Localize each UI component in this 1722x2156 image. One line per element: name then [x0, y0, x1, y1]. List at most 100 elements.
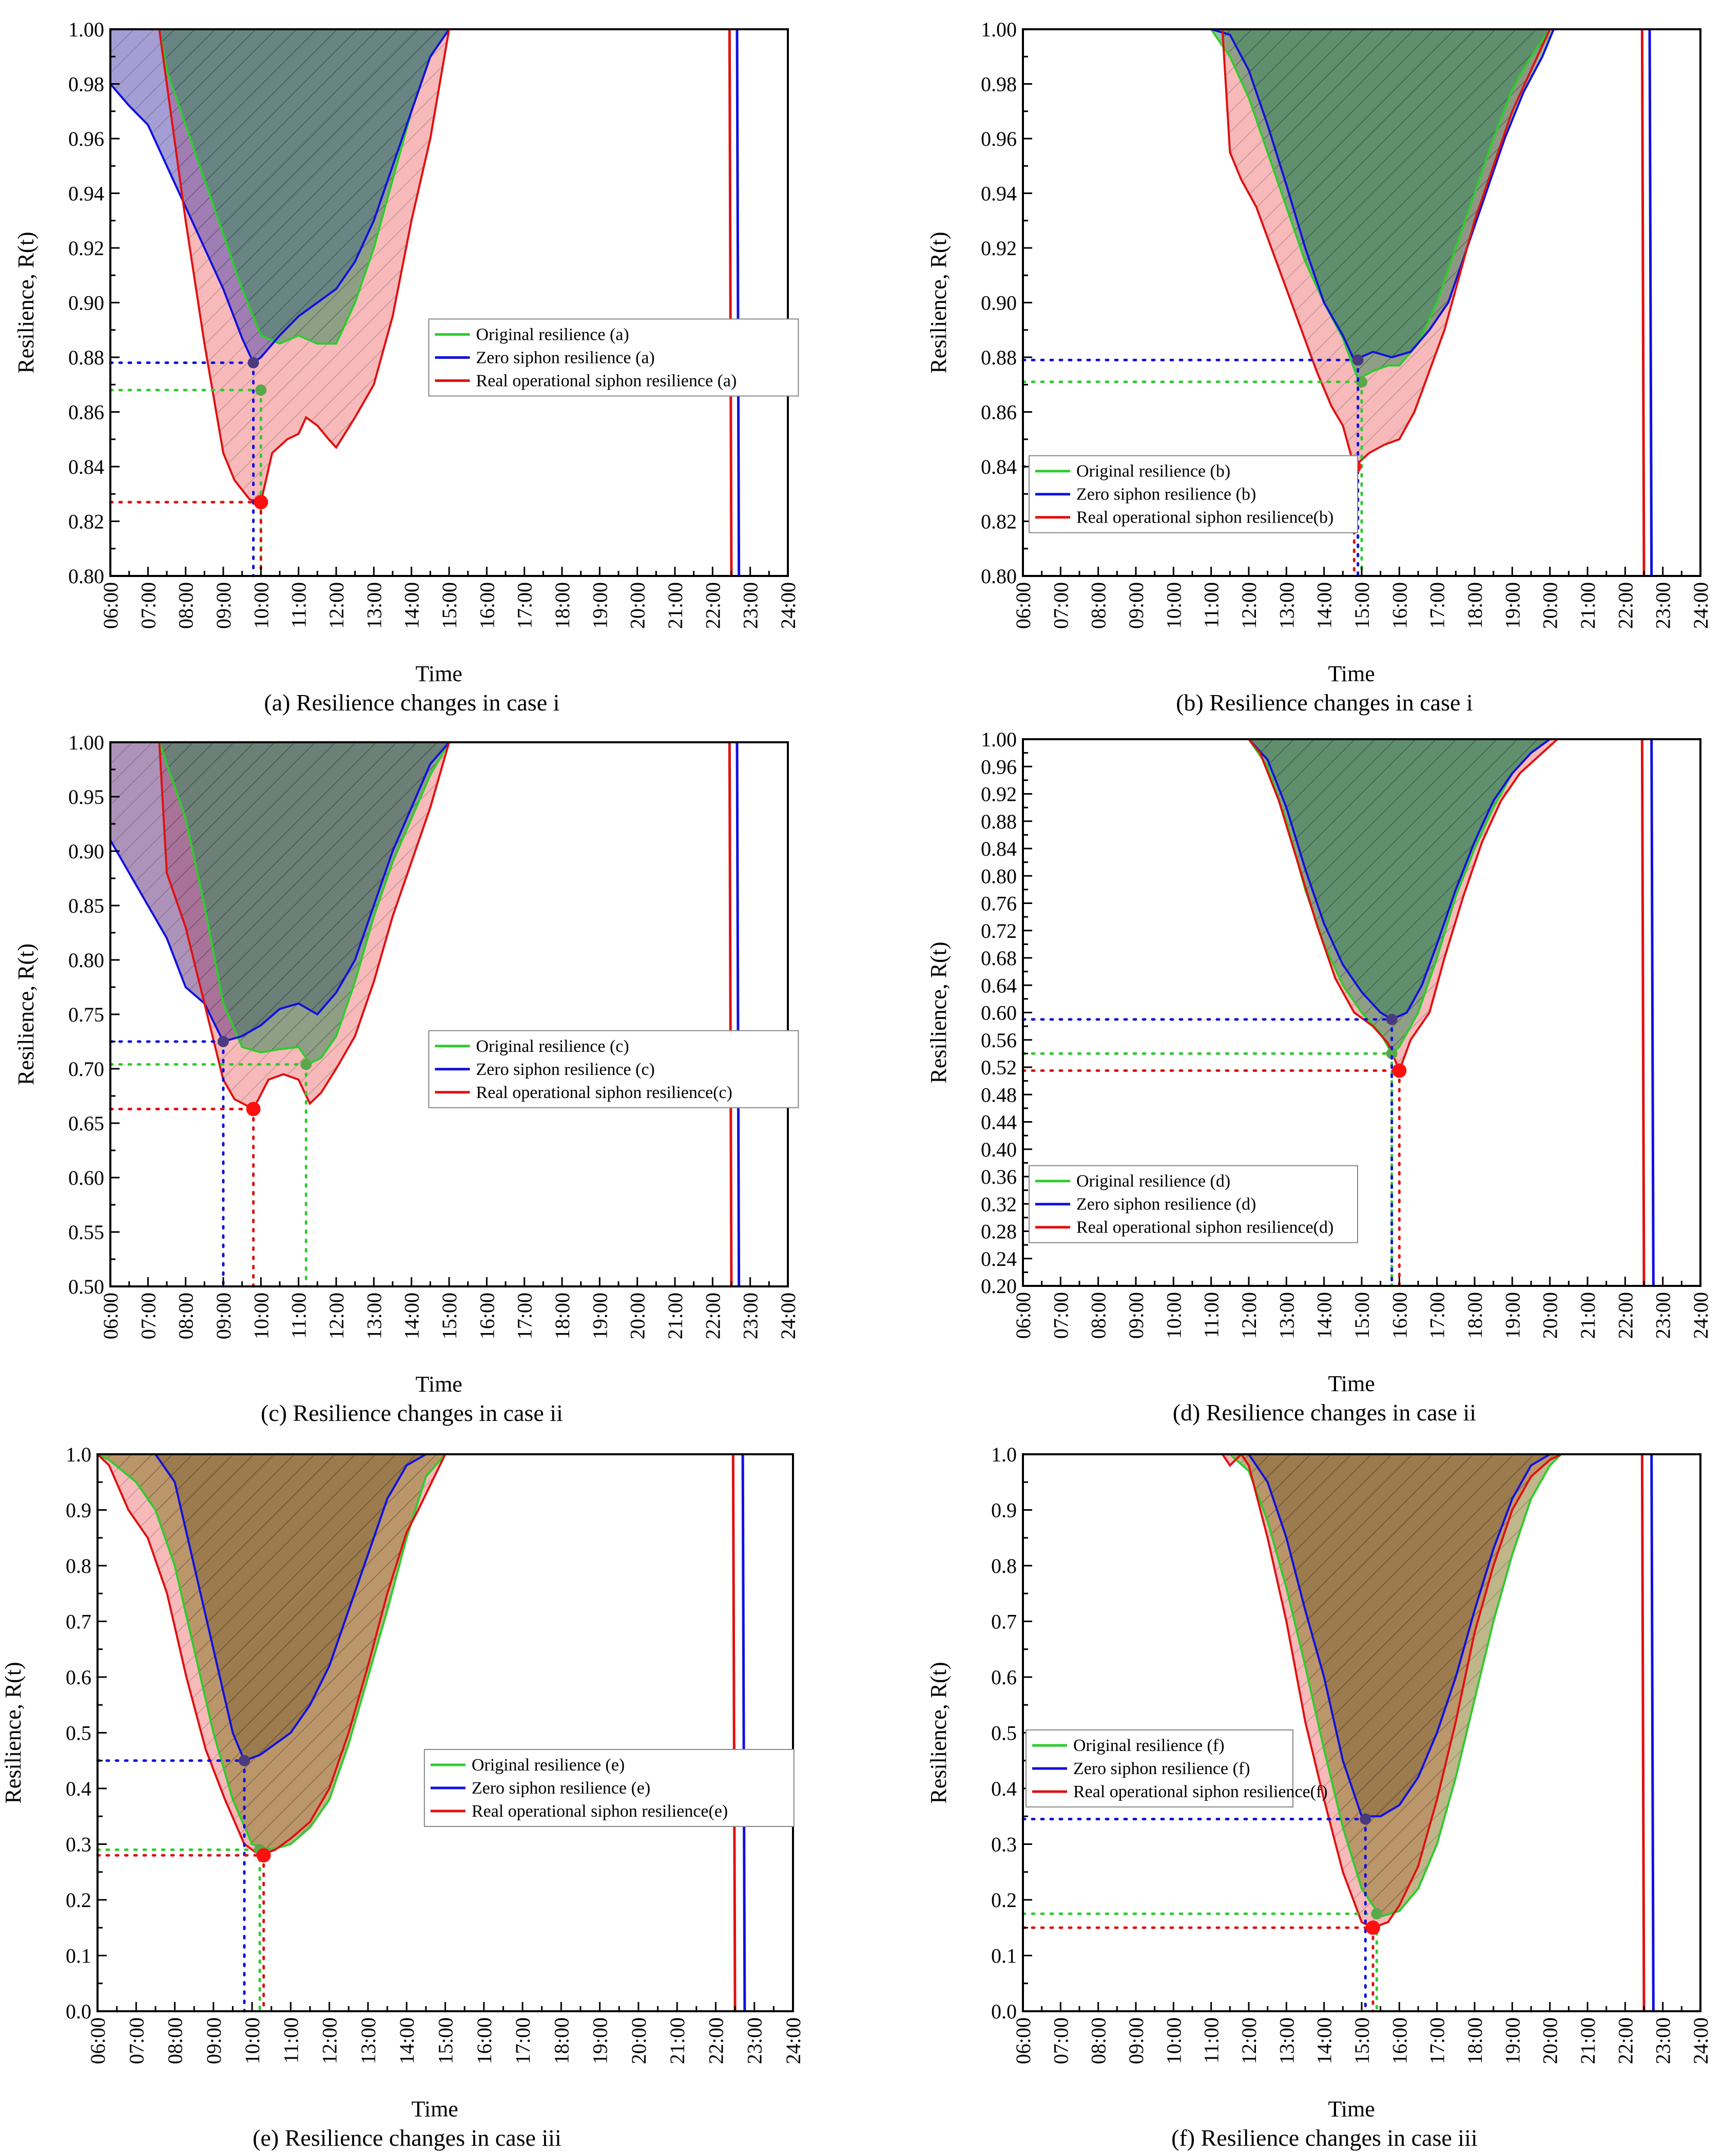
- chart-panel-d: 0.20 0.24 0.28 0.32 0.36 0.40 0.44 0.48 0.52 0.56…: [926, 728, 1712, 1426]
- x-tick-label: 17:00: [513, 1293, 536, 1339]
- y-tick-label: 0.70: [68, 1057, 104, 1081]
- x-tick-label: 09:00: [202, 2017, 225, 2064]
- plot-area: [110, 29, 788, 576]
- chart-caption: (c) Resilience changes in case ii: [261, 1400, 563, 1426]
- y-tick-label: 0.84: [68, 455, 104, 478]
- legend-label-0: Original resilience (f): [1073, 1736, 1225, 1755]
- x-tick-label: 19:00: [588, 582, 611, 629]
- plot-area: [110, 742, 788, 1286]
- drop-line-1: [741, 1454, 746, 2011]
- x-tick-label: 23:00: [739, 1293, 762, 1339]
- y-tick-label: 0.9: [991, 1499, 1017, 1522]
- y-axis-title: Resilience, R(t): [13, 944, 38, 1085]
- y-tick-label: 0.9: [66, 1499, 91, 1522]
- y-tick-label: 1.0: [991, 1443, 1017, 1466]
- y-tick-label: 0.94: [68, 182, 104, 205]
- y-axis-title: Resilience, R(t): [926, 1662, 951, 1803]
- legend-box: [428, 1030, 799, 1108]
- y-tick-label: 0.0: [66, 2000, 91, 2023]
- x-tick-label: 15:00: [1350, 582, 1373, 629]
- chart-caption: (d) Resilience changes in case ii: [1173, 1399, 1476, 1426]
- x-tick-label: 10:00: [249, 1293, 273, 1339]
- y-tick-label: 0.6: [66, 1666, 91, 1689]
- x-tick-label: 07:00: [1049, 582, 1072, 629]
- legend-label-1: Zero siphon resilience (b): [1076, 485, 1256, 504]
- y-tick-label: 0.92: [68, 237, 104, 260]
- legend: Original resilience (c) Zero siphon resil…: [428, 1030, 799, 1108]
- x-axis-title: Time: [1328, 661, 1375, 686]
- x-tick-label: 17:00: [513, 582, 536, 629]
- x-tick-label: 14:00: [1313, 1292, 1336, 1339]
- min-point-1: [218, 1036, 229, 1047]
- x-tick-label: 17:00: [1426, 2017, 1449, 2064]
- drop-line-1: [736, 742, 741, 1286]
- series-line-0: [98, 1454, 793, 1851]
- y-tick-label: 0.36: [981, 1165, 1017, 1188]
- legend: Original resilience (b) Zero siphon resil…: [1029, 455, 1358, 533]
- x-tick-label: 06:00: [1012, 1292, 1035, 1339]
- x-tick-label: 10:00: [241, 2017, 264, 2064]
- x-tick-label: 18:00: [551, 582, 574, 629]
- x-tick-label: 23:00: [1652, 2017, 1675, 2064]
- legend: Original resilience (a) Zero siphon resil…: [428, 318, 799, 397]
- legend-box: [1029, 455, 1358, 533]
- y-tick-label: 1.00: [981, 18, 1017, 41]
- chart-panel-b: 0.80 0.82 0.84 0.86 0.88 0.90 0.92 0.94 0.96 0.98…: [926, 18, 1712, 716]
- y-tick-label: 0.80: [68, 949, 104, 972]
- y-tick-label: 0.68: [981, 947, 1017, 970]
- x-tick-label: 21:00: [664, 582, 687, 629]
- x-tick-label: 24:00: [777, 582, 800, 629]
- legend-label-1: Zero siphon resilience (c): [476, 1060, 654, 1079]
- y-tick-label: 0.90: [68, 840, 104, 863]
- area-hatch-0: [1023, 29, 1700, 379]
- y-tick-label: 0.96: [68, 127, 104, 150]
- x-tick-label: 06:00: [1012, 2017, 1035, 2064]
- x-tick-label: 21:00: [666, 2017, 689, 2064]
- x-tick-label: 22:00: [701, 1293, 724, 1339]
- y-tick-label: 0.8: [66, 1554, 91, 1577]
- x-tick-label: 18:00: [1463, 582, 1486, 629]
- x-tick-label: 22:00: [1614, 582, 1637, 629]
- x-tick-label: 07:00: [1049, 1292, 1072, 1339]
- x-tick-label: 20:00: [1539, 2017, 1562, 2064]
- min-point-1: [239, 1755, 250, 1766]
- x-tick-label: 11:00: [287, 1293, 311, 1339]
- x-tick-label: 10:00: [249, 582, 273, 629]
- x-tick-label: 15:00: [1350, 2017, 1373, 2064]
- x-tick-label: 15:00: [434, 2017, 457, 2064]
- x-tick-label: 10:00: [1162, 582, 1185, 629]
- y-tick-label: 0.76: [981, 892, 1017, 915]
- x-tick-label: 07:00: [1049, 2017, 1072, 2064]
- x-tick-label: 09:00: [212, 582, 235, 629]
- legend: Original resilience (e) Zero siphon resil…: [423, 1749, 795, 1827]
- chart-panel-f: 0.0 0.1 0.2 0.3 0.4 0.5 0.6 0.7 0.8 0.9 1.0 06:00 07…: [926, 1443, 1712, 2151]
- drop-line-1: [1650, 1454, 1655, 2011]
- x-tick-label: 06:00: [86, 2017, 109, 2064]
- x-tick-label: 11:00: [1200, 1292, 1223, 1338]
- x-tick-label: 14:00: [400, 582, 423, 629]
- x-tick-label: 22:00: [701, 582, 724, 629]
- x-tick-label: 18:00: [550, 2017, 573, 2064]
- y-tick-label: 1.00: [68, 731, 104, 754]
- y-tick-label: 0.92: [981, 237, 1017, 260]
- x-tick-label: 13:00: [1275, 582, 1298, 629]
- x-tick-label: 19:00: [1501, 2017, 1524, 2064]
- series-line-2: [98, 1454, 793, 1857]
- x-axis-title: Time: [1328, 2096, 1375, 2122]
- legend-label-1: Zero siphon resilience (a): [476, 348, 654, 367]
- y-axis-title: Resilience, R(t): [13, 232, 38, 373]
- x-tick-label: 20:00: [626, 582, 649, 629]
- x-tick-label: 16:00: [1388, 1292, 1411, 1339]
- legend-box: [1026, 1729, 1293, 1808]
- legend-box: [1029, 1165, 1358, 1243]
- legend-label-2: Real operational siphon resilience(e): [472, 1802, 728, 1821]
- x-tick-label: 16:00: [1388, 582, 1411, 629]
- y-tick-label: 0.56: [981, 1029, 1017, 1052]
- y-tick-label: 0.86: [68, 401, 104, 424]
- x-tick-label: 08:00: [1087, 1292, 1110, 1339]
- y-tick-label: 0.84: [981, 455, 1017, 478]
- legend-label-0: Original resilience (e): [472, 1756, 625, 1775]
- y-axis-title: Resilience, R(t): [926, 232, 951, 373]
- legend-label-2: Real operational siphon resilience(d): [1076, 1218, 1333, 1237]
- y-tick-label: 0.5: [66, 1722, 91, 1745]
